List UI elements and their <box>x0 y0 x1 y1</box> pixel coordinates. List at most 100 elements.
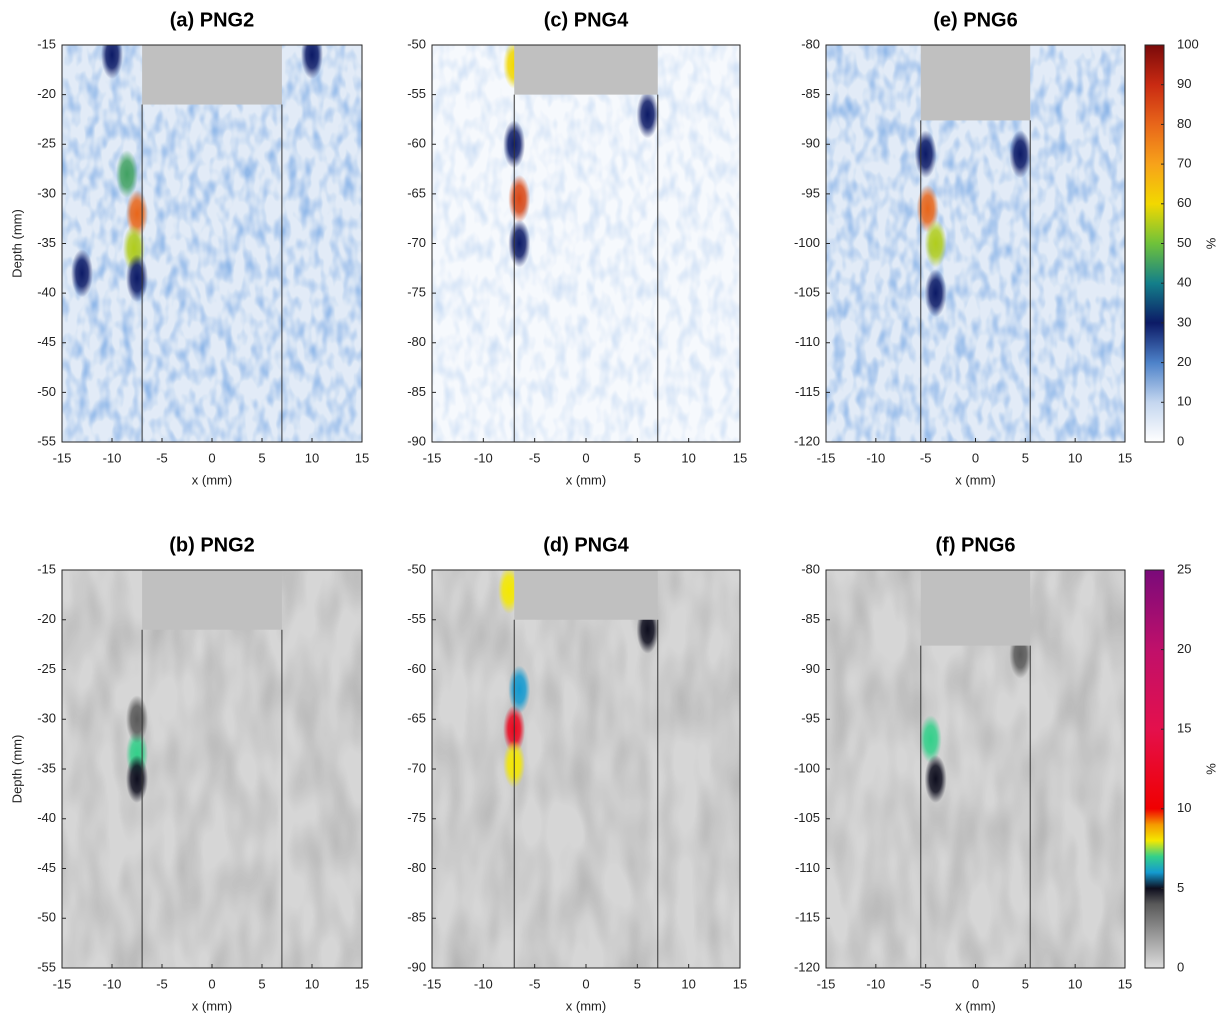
x-tick-label: -15 <box>423 976 442 991</box>
y-tick-label: -50 <box>37 910 56 925</box>
x-tick-label: -5 <box>529 450 541 465</box>
chart-title: (d) PNG4 <box>543 534 629 556</box>
y-tick-label: -80 <box>801 561 820 576</box>
x-tick-label: -5 <box>156 976 168 991</box>
x-tick-label: 5 <box>634 450 641 465</box>
x-tick-label: 10 <box>305 976 319 991</box>
speckle <box>432 570 740 968</box>
y-tick-label: -110 <box>795 334 820 349</box>
colorbar-tick-label: 10 <box>1177 394 1191 409</box>
y-tick-label: -60 <box>407 661 426 676</box>
colorbar-label: % <box>1203 763 1218 775</box>
y-tick-label: -80 <box>407 334 426 349</box>
y-tick-label: -60 <box>407 136 426 151</box>
chart-title: (c) PNG4 <box>544 9 629 31</box>
x-tick-label: -5 <box>156 450 168 465</box>
y-tick-label: -70 <box>407 235 426 250</box>
y-tick-label: -25 <box>37 661 56 676</box>
x-tick-label: 0 <box>582 450 589 465</box>
y-tick-label: -45 <box>37 334 56 349</box>
transducer <box>920 45 1031 121</box>
colorbar-tick-label: 20 <box>1177 354 1191 369</box>
x-axis-label: x (mm) <box>566 472 606 487</box>
x-tick-label: 10 <box>1068 976 1082 991</box>
hotspot <box>301 45 323 79</box>
x-axis-label: x (mm) <box>566 998 606 1013</box>
y-tick-label: -40 <box>37 810 56 825</box>
hotspot <box>508 219 531 268</box>
x-tick-label: 10 <box>681 976 695 991</box>
plot-area <box>826 45 1125 442</box>
speckle <box>62 570 362 968</box>
x-tick-label: 15 <box>733 976 747 991</box>
colorbar-tick-label: 100 <box>1177 36 1199 51</box>
chart-title: (e) PNG6 <box>933 9 1017 31</box>
plot-area <box>826 570 1125 968</box>
y-tick-label: -90 <box>801 661 820 676</box>
x-tick-label: -15 <box>423 450 442 465</box>
x-tick-label: -15 <box>817 976 836 991</box>
y-tick-label: -85 <box>407 384 426 399</box>
y-tick-label: -85 <box>801 86 820 101</box>
x-tick-label: -10 <box>103 976 122 991</box>
panel: -15 -10 -5 0 5 10 15-55-50-45-40-35-30-25-20-1… <box>9 534 369 1013</box>
x-axis-label: x (mm) <box>955 998 995 1013</box>
y-tick-label: -50 <box>407 36 426 51</box>
colorbar-tick-label: 10 <box>1177 800 1191 815</box>
colorbar-tick-label: 70 <box>1177 156 1191 171</box>
plot-area <box>432 570 740 968</box>
y-tick-label: -20 <box>37 86 56 101</box>
x-tick-label: 5 <box>1022 450 1029 465</box>
y-tick-label: -115 <box>795 384 820 399</box>
panel: -15 -10 -5 0 5 10 15-90-85-80-75-70-65-60-55-5… <box>407 534 747 1013</box>
x-tick-label: 10 <box>305 450 319 465</box>
x-tick-label: -15 <box>53 450 72 465</box>
x-axis-label: x (mm) <box>955 472 995 487</box>
colorbar-tick-label: 90 <box>1177 76 1191 91</box>
y-tick-label: -35 <box>37 235 56 250</box>
x-tick-label: -15 <box>817 450 836 465</box>
y-tick-label: -105 <box>794 810 820 825</box>
transducer <box>920 570 1031 646</box>
x-tick-label: 5 <box>258 450 265 465</box>
transducer <box>514 45 658 95</box>
x-tick-label: 0 <box>972 976 979 991</box>
x-tick-label: -5 <box>920 450 932 465</box>
y-tick-label: -95 <box>801 711 820 726</box>
speckle <box>62 45 362 442</box>
colorbar: 0 5 10 15 20 25% <box>1144 561 1218 974</box>
y-tick-label: -95 <box>801 185 820 200</box>
x-tick-label: -5 <box>920 976 932 991</box>
colorbar-tick-label: 25 <box>1177 561 1191 576</box>
x-tick-label: 0 <box>582 976 589 991</box>
y-tick-label: -90 <box>407 959 426 974</box>
colorbar-tick-label: 15 <box>1177 721 1191 736</box>
x-tick-label: -10 <box>103 450 122 465</box>
y-tick-label: -30 <box>37 185 56 200</box>
x-axis-label: x (mm) <box>192 998 232 1013</box>
x-tick-label: 15 <box>355 450 369 465</box>
x-tick-label: 5 <box>634 976 641 991</box>
colorbar-tick-label: 50 <box>1177 235 1191 250</box>
y-tick-label: -100 <box>794 235 820 250</box>
chart-title: (b) PNG2 <box>169 534 255 556</box>
x-tick-label: 0 <box>208 976 215 991</box>
transducer <box>514 570 658 620</box>
colorbar-tick-label: 20 <box>1177 641 1191 656</box>
y-tick-label: -70 <box>407 760 426 775</box>
panel: -15 -10 -5 0 5 10 15 -120 -115 -110 -105 -100 -95 -90… <box>794 9 1132 487</box>
colorbar-tick-label: 30 <box>1177 314 1191 329</box>
chart-title: (f) PNG6 <box>936 534 1016 556</box>
hotspot <box>924 269 947 318</box>
hotspot <box>116 150 138 199</box>
x-tick-label: -15 <box>53 976 72 991</box>
hotspot <box>1009 130 1032 179</box>
x-tick-label: -5 <box>529 976 541 991</box>
y-tick-label: -75 <box>407 810 426 825</box>
hotspot <box>924 219 947 268</box>
y-tick-label: -55 <box>37 433 56 448</box>
y-tick-label: -85 <box>407 910 426 925</box>
panel: -15 -10 -5 0 5 10 15-90-85-80-75-70-65-60-55-5… <box>407 9 747 487</box>
panel: -15 -10 -5 0 5 10 15-55-50-45-40-35-30-25-20-1… <box>9 9 369 487</box>
